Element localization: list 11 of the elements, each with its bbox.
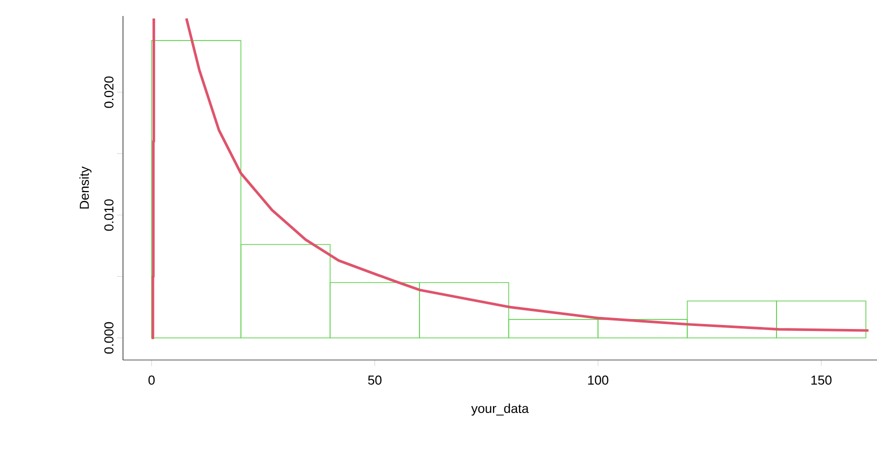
y-tick-label: 0.000 [104,322,114,354]
x-tick-label: 50 [368,376,382,385]
x-tick-label: 100 [588,376,608,385]
y-axis-title: Density [79,166,92,209]
line-series [185,17,870,332]
y-tick-label: 0.020 [104,76,114,108]
y-tick-label: 0.010 [104,199,114,231]
x-tick-label: 150 [811,376,832,385]
x-axis-title: your_data [471,404,529,416]
line-series [150,17,156,340]
x-tick-label: 0 [148,376,155,385]
